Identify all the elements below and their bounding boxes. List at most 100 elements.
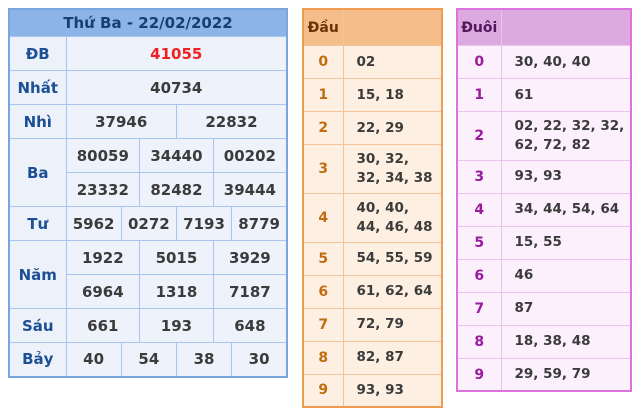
- duoi-numbers: 02, 22, 32, 32, 62, 72, 82: [500, 111, 632, 161]
- draw-date-title: Thứ Ba - 22/02/2022: [8, 8, 288, 37]
- prize-value: 80059: [65, 138, 141, 173]
- duoi-digit: 2: [456, 111, 502, 161]
- prize-value: 38: [175, 342, 233, 377]
- dau-numbers: 22, 29: [342, 111, 443, 145]
- prize-label: Ba: [8, 138, 67, 207]
- duoi-row-8: 8 18, 38, 48: [456, 324, 632, 359]
- prize-label: Nhì: [8, 104, 67, 139]
- dau-digit: 7: [302, 307, 344, 342]
- prize-row-bay: Bảy 40 54 38 30: [8, 342, 288, 377]
- prize-row-nam-1: Năm 1922 5015 3929: [8, 240, 288, 309]
- duoi-table: Đuôi 0 30, 40, 40 1 61 2 02, 22, 32, 32,…: [456, 8, 632, 393]
- duoi-row-7: 7 87: [456, 291, 632, 326]
- dau-row-0: 0 02: [302, 45, 443, 79]
- result-table-title-row: Thứ Ba - 22/02/2022: [8, 8, 288, 37]
- prize-row-nam-2: 6964 1318 7187: [9, 274, 288, 309]
- prize-label: Bảy: [8, 342, 67, 377]
- prize-value: 82482: [139, 172, 214, 207]
- prize-value: 0272: [120, 206, 177, 241]
- prize-value: 1318: [139, 274, 214, 309]
- duoi-row-2: 2 02, 22, 32, 32, 62, 72, 82: [456, 111, 632, 161]
- dau-row-3: 3 30, 32, 32, 34, 38: [302, 144, 443, 194]
- prize-value: 40734: [65, 70, 288, 105]
- duoi-numbers: 29, 59, 79: [500, 357, 632, 392]
- duoi-digit: 1: [456, 78, 502, 112]
- prize-value: 3929: [212, 240, 288, 275]
- prize-row-db: ĐB 41055: [8, 36, 288, 71]
- duoi-row-4: 4 34, 44, 54, 64: [456, 192, 632, 227]
- dau-header: Đầu: [302, 8, 344, 46]
- duoi-row-1: 1 61: [456, 78, 632, 112]
- duoi-digit: 6: [456, 258, 502, 293]
- prize-value: 22832: [175, 104, 288, 139]
- dau-header-empty: [342, 8, 443, 46]
- prize-value: 39444: [212, 172, 288, 207]
- duoi-numbers: 46: [500, 258, 632, 293]
- dau-row-7: 7 72, 79: [302, 307, 443, 342]
- duoi-numbers: 61: [500, 78, 632, 112]
- result-table: Thứ Ba - 22/02/2022 ĐB 41055 Nhất 40734 …: [8, 8, 288, 378]
- prize-value: 54: [120, 342, 177, 377]
- duoi-header-row: Đuôi: [456, 8, 632, 46]
- prize-row-nhat: Nhất 40734: [8, 70, 288, 105]
- dau-digit: 9: [302, 373, 344, 408]
- duoi-digit: 4: [456, 192, 502, 227]
- dau-numbers: 54, 55, 59: [342, 241, 443, 276]
- dau-row-5: 5 54, 55, 59: [302, 241, 443, 276]
- prize-label: Tư: [8, 206, 67, 241]
- dau-row-4: 4 40, 40, 44, 46, 48: [302, 192, 443, 243]
- prize-label: Sáu: [8, 308, 67, 343]
- prize-value: 5015: [139, 240, 214, 275]
- duoi-numbers: 34, 44, 54, 64: [500, 192, 632, 227]
- prize-value: 23332: [65, 172, 141, 207]
- dau-digit: 0: [302, 45, 344, 79]
- duoi-row-6: 6 46: [456, 258, 632, 293]
- prize-value: 34440: [139, 138, 214, 173]
- dau-row-6: 6 61, 62, 64: [302, 274, 443, 309]
- prize-value: 37946: [65, 104, 177, 139]
- dau-numbers: 61, 62, 64: [342, 274, 443, 309]
- prize-value: 8779: [231, 206, 288, 241]
- dau-numbers: 82, 87: [342, 340, 443, 375]
- dau-digit: 2: [302, 111, 344, 145]
- duoi-row-0: 0 30, 40, 40: [456, 45, 632, 79]
- prize-value: 648: [212, 308, 288, 343]
- dau-numbers: 40, 40, 44, 46, 48: [342, 192, 443, 243]
- dau-numbers: 72, 79: [342, 307, 443, 342]
- prize-row-tu: Tư 5962 0272 7193 8779: [8, 206, 288, 241]
- dau-numbers: 15, 18: [342, 78, 443, 112]
- duoi-digit: 5: [456, 225, 502, 260]
- prize-row-sau: Sáu 661 193 648: [8, 308, 288, 343]
- dau-digit: 1: [302, 78, 344, 112]
- duoi-digit: 8: [456, 324, 502, 359]
- dau-digit: 4: [302, 192, 344, 243]
- duoi-numbers: 30, 40, 40: [500, 45, 632, 79]
- duoi-header: Đuôi: [456, 8, 502, 46]
- prize-value: 00202: [212, 138, 288, 173]
- dau-row-9: 9 93, 93: [302, 373, 443, 408]
- dau-numbers: 30, 32, 32, 34, 38: [342, 144, 443, 194]
- duoi-numbers: 87: [500, 291, 632, 326]
- duoi-numbers: 18, 38, 48: [500, 324, 632, 359]
- prize-value: 7193: [175, 206, 233, 241]
- prize-value: 30: [231, 342, 288, 377]
- prize-value-special: 41055: [65, 36, 288, 71]
- dau-table: Đầu 0 02 1 15, 18 2 22, 29 3 30, 32, 32,…: [302, 8, 443, 408]
- prize-value: 1922: [65, 240, 141, 275]
- prize-value: 40: [65, 342, 122, 377]
- dau-row-1: 1 15, 18: [302, 78, 443, 112]
- prize-row-nhi: Nhì 37946 22832: [8, 104, 288, 139]
- duoi-numbers: 15, 55: [500, 225, 632, 260]
- duoi-digit: 7: [456, 291, 502, 326]
- duoi-row-5: 5 15, 55: [456, 225, 632, 260]
- prize-row-ba-2: 23332 82482 39444: [9, 172, 288, 207]
- dau-row-2: 2 22, 29: [302, 111, 443, 145]
- dau-digit: 5: [302, 241, 344, 276]
- duoi-row-9: 9 29, 59, 79: [456, 357, 632, 392]
- prize-row-ba-1: Ba 80059 34440 00202: [8, 138, 288, 207]
- prize-label: Năm: [8, 240, 67, 309]
- dau-digit: 3: [302, 144, 344, 194]
- duoi-numbers: 93, 93: [500, 159, 632, 194]
- prize-label: ĐB: [8, 36, 67, 71]
